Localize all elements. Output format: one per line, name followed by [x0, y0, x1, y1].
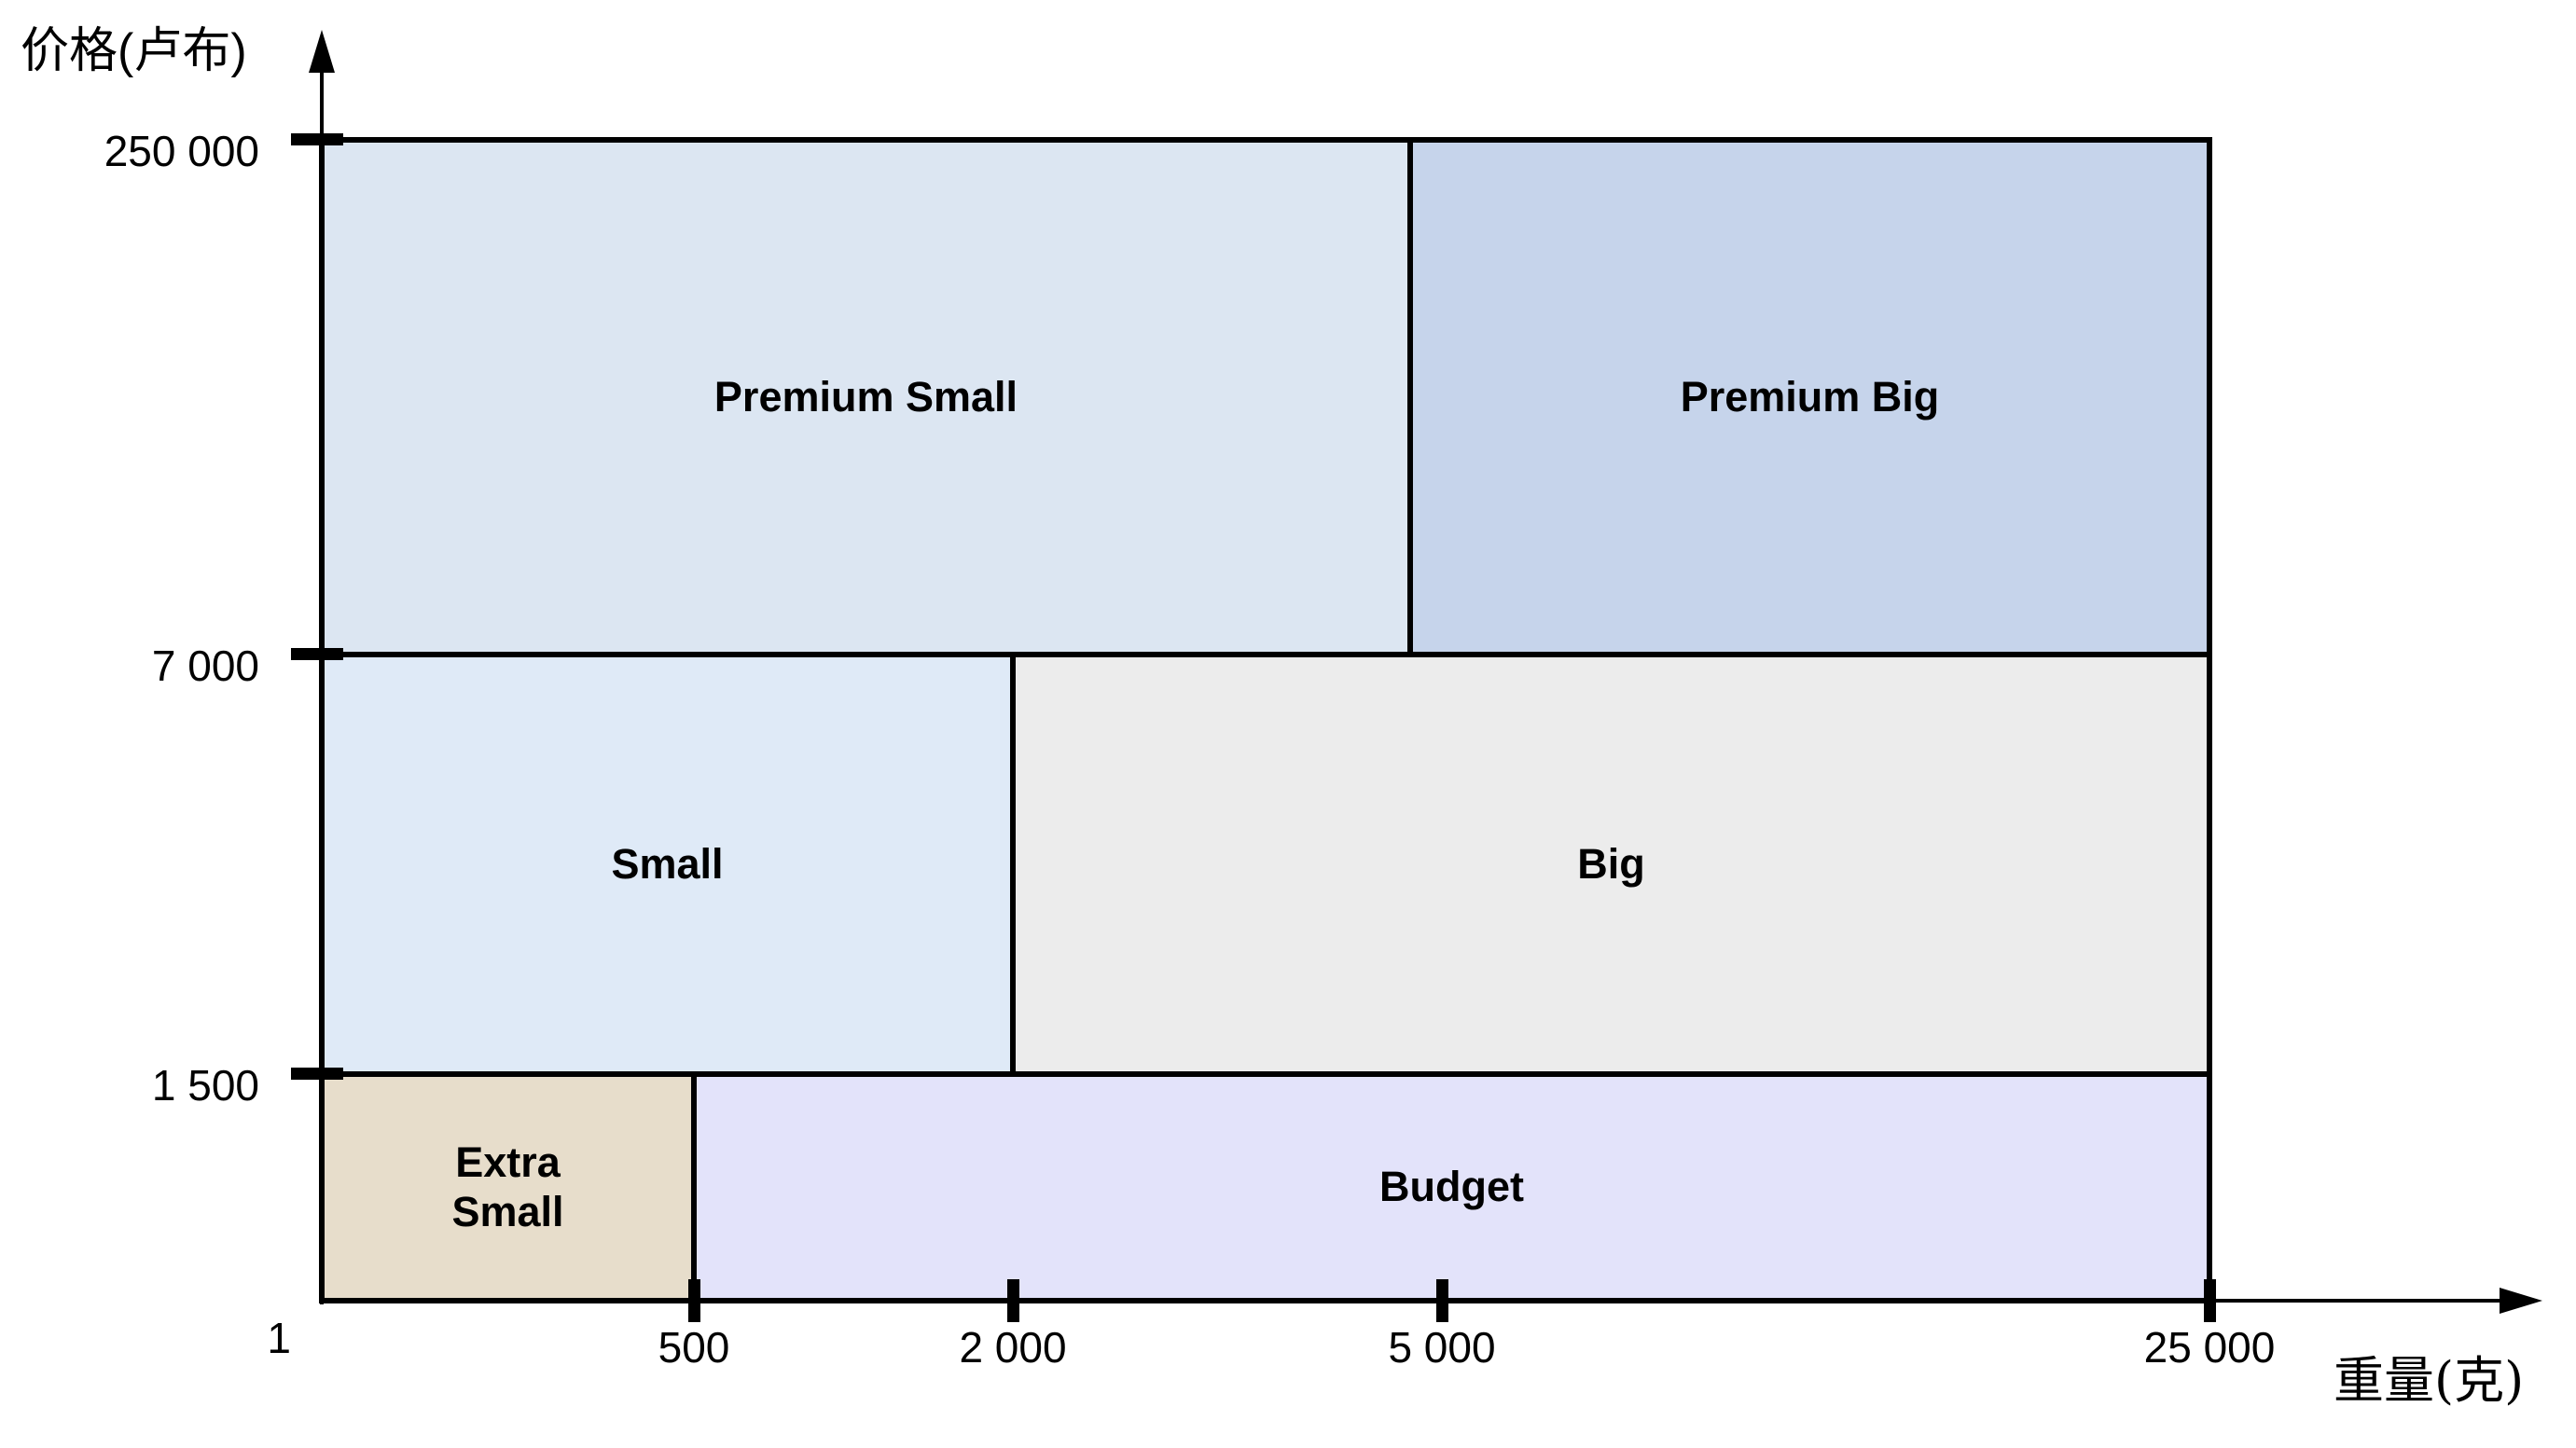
- x-axis-title: 重量(克): [2334, 1351, 2525, 1410]
- y-tick-label-7000: 7 000: [151, 641, 259, 690]
- region-label-premium-big: Premium Big: [1680, 372, 1940, 421]
- region-premium-big: Premium Big: [1407, 137, 2212, 657]
- x-axis-arrow-icon: [2500, 1288, 2542, 1314]
- region-label-big: Big: [1577, 839, 1645, 888]
- region-label-small: Small: [611, 839, 724, 888]
- region-big: Big: [1010, 652, 2212, 1077]
- y-tick-label-250000: 250 000: [104, 127, 259, 175]
- region-budget: Budget: [691, 1071, 2212, 1303]
- x-tick-2000: [1007, 1279, 1019, 1322]
- x-tick-label-500: 500: [658, 1323, 730, 1372]
- x-tick-500: [688, 1279, 700, 1322]
- y-tick-1500: [291, 1068, 343, 1080]
- y-tick-label-1500: 1 500: [151, 1061, 259, 1110]
- x-tick-label-25000: 25 000: [2143, 1323, 2276, 1372]
- region-label-premium-small: Premium Small: [713, 372, 1018, 421]
- region-premium-small: Premium Small: [319, 137, 1413, 657]
- region-label-extra-small: Extra Small: [451, 1138, 564, 1235]
- y-axis-line: [320, 54, 324, 1304]
- y-axis-title: 价格(卢布): [21, 24, 247, 78]
- y-tick-250000: [291, 133, 343, 145]
- x-tick-label-5000: 5 000: [1388, 1323, 1496, 1372]
- origin-tick-label: 1: [267, 1314, 291, 1362]
- x-axis-line: [320, 1299, 2507, 1303]
- x-tick-25000: [2204, 1279, 2216, 1322]
- y-axis-arrow-icon: [309, 30, 335, 73]
- region-extra-small: Extra Small: [319, 1071, 697, 1303]
- x-tick-5000: [1436, 1279, 1448, 1322]
- region-small: Small: [319, 652, 1016, 1077]
- y-tick-7000: [291, 648, 343, 660]
- region-label-budget: Budget: [1379, 1163, 1524, 1211]
- x-tick-label-2000: 2 000: [959, 1323, 1067, 1372]
